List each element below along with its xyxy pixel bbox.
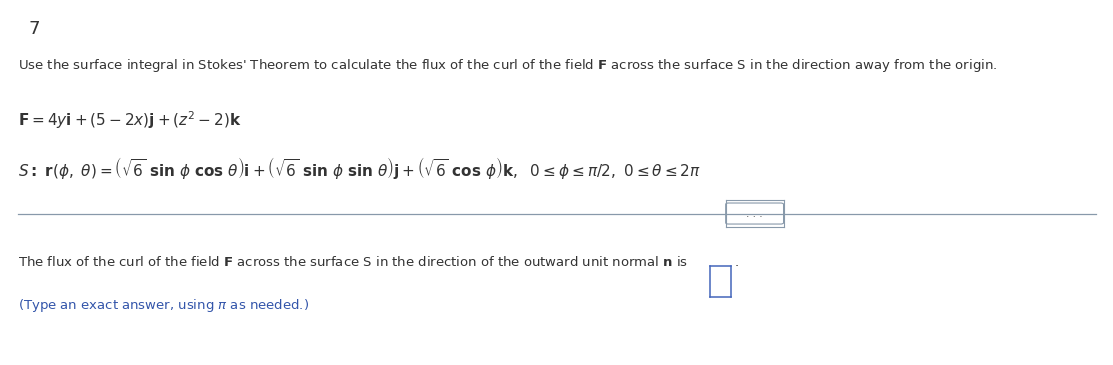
Text: Use the surface integral in Stokes' Theorem to calculate the flux of the curl of: Use the surface integral in Stokes' Theo… [18,57,997,74]
Text: . . .: . . . [747,208,762,219]
FancyBboxPatch shape [726,203,784,224]
Text: (Type an exact answer, using $\pi$ as needed.): (Type an exact answer, using $\pi$ as ne… [18,297,308,315]
Text: .: . [735,255,739,269]
Text: $\mathbf{F} = 4y\mathbf{i} + (5 - 2x)\mathbf{j} + (z^2 - 2)\mathbf{k}$: $\mathbf{F} = 4y\mathbf{i} + (5 - 2x)\ma… [18,110,242,131]
Text: $S\mathbf{: \ r}(\phi,\ \theta) = \left(\sqrt{6}\ \mathbf{sin}\ \phi\ \mathbf{co: $S\mathbf{: \ r}(\phi,\ \theta) = \left(… [18,155,701,181]
Text: The flux of the curl of the field $\mathbf{F}$ across the surface S in the direc: The flux of the curl of the field $\math… [18,255,688,269]
Text: 7: 7 [29,20,40,38]
